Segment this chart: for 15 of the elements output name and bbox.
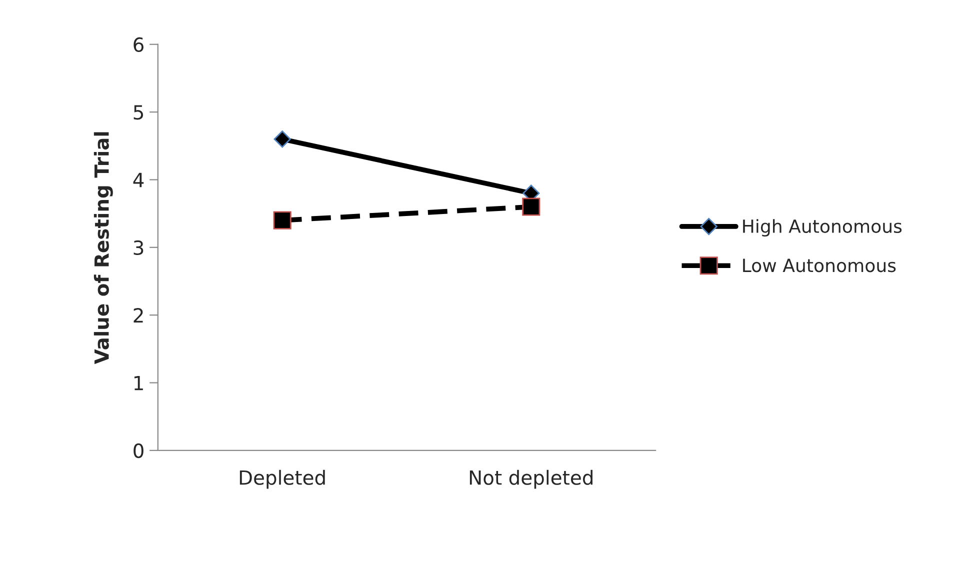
y-axis-title: Value of Resting Trial xyxy=(94,132,113,364)
legend-label: Low Autonomous xyxy=(743,258,896,272)
y-tick-label: 5 xyxy=(134,105,144,120)
y-tick-label: 2 xyxy=(134,308,143,322)
legend-label: High Autonomous xyxy=(743,219,902,237)
point xyxy=(522,198,540,216)
y-tick-label: 1 xyxy=(134,376,143,390)
x-tick-label: Not depleted xyxy=(470,470,592,489)
y-tick-label: 6 xyxy=(134,37,144,52)
point xyxy=(274,130,291,148)
x-tick-label: Depleted xyxy=(240,470,325,489)
y-tick-label: 3 xyxy=(134,240,144,256)
y-tick-label: 0 xyxy=(134,443,144,458)
y-tick-label: 4 xyxy=(133,172,144,188)
point xyxy=(273,211,292,230)
